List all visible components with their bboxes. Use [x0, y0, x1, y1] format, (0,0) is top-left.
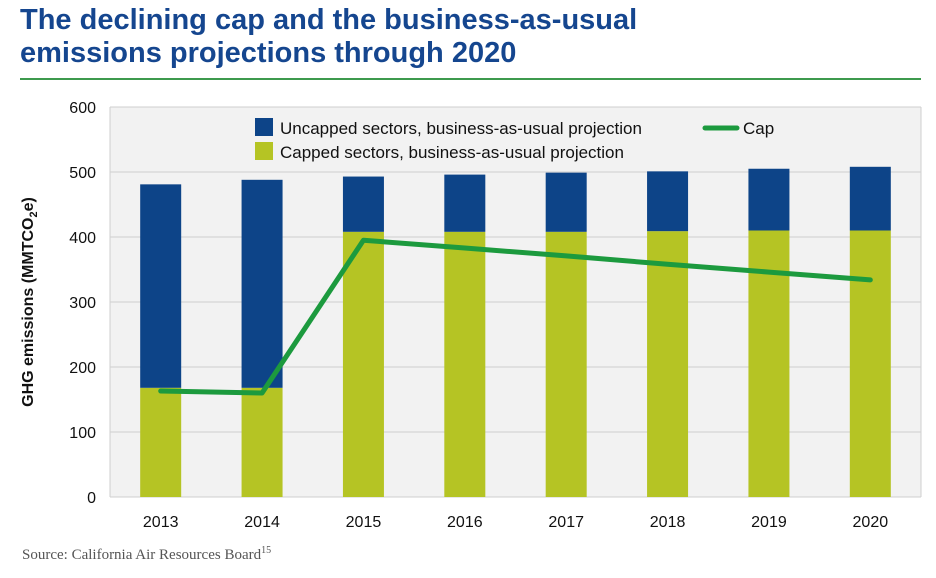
y-tick-label-300: 300 [69, 295, 96, 312]
y-axis-label-text: GHG emissions (MMTCO [19, 217, 37, 407]
chart-title-line-1: The declining cap and the business-as-us… [20, 4, 638, 36]
bar-uncapped-2017 [545, 172, 587, 232]
bar-capped-2018 [647, 231, 689, 497]
chart-title: The declining cap and the business-as-us… [20, 4, 920, 70]
y-axis-label: GHG emissions (MMTCO2e) [20, 197, 40, 407]
bar-capped-2015 [342, 231, 384, 498]
x-tick-label-2015: 2015 [346, 514, 382, 531]
y-tick-label-500: 500 [69, 165, 96, 182]
bar-capped-2016 [444, 231, 486, 498]
bar-capped-2017 [545, 231, 587, 498]
y-axis-label-subscript: 2 [28, 211, 41, 218]
x-tick-label-2014: 2014 [244, 514, 280, 531]
bar-capped-2013 [140, 387, 182, 497]
x-tick-label-2013: 2013 [143, 514, 179, 531]
y-axis-label-suffix: e) [19, 197, 37, 212]
legend-label-uncapped-sectors-business-as-usual-projection: Uncapped sectors, business-as-usual proj… [280, 119, 642, 138]
source-footnote-marker: 15 [261, 545, 272, 556]
bar-capped-2014 [241, 387, 283, 497]
bar-uncapped-2018 [647, 171, 689, 232]
y-tick-label-200: 200 [69, 360, 96, 377]
y-tick-label-600: 600 [69, 100, 96, 117]
bar-uncapped-2020 [849, 166, 891, 231]
legend-label-capped-sectors-business-as-usual-projection: Capped sectors, business-as-usual projec… [280, 143, 624, 162]
source-text: Source: California Air Resources Board [22, 547, 262, 563]
x-tick-label-2018: 2018 [650, 514, 686, 531]
bar-uncapped-2014 [241, 179, 283, 388]
cap-line [158, 237, 873, 396]
source-note: Source: California Air Resources Board15 [22, 545, 271, 564]
x-tick-label-2020: 2020 [853, 514, 889, 531]
legend-label-cap: Cap [743, 119, 774, 138]
bar-uncapped-2016 [444, 174, 486, 232]
bar-uncapped-2019 [748, 168, 790, 231]
bar-capped-2020 [849, 230, 891, 497]
y-tick-label-400: 400 [69, 230, 96, 247]
bar-uncapped-2015 [342, 176, 384, 232]
x-tick-label-2016: 2016 [447, 514, 483, 531]
y-tick-label-0: 0 [87, 490, 96, 507]
x-tick-label-2019: 2019 [751, 514, 787, 531]
title-divider [20, 78, 921, 80]
bar-uncapped-2013 [140, 184, 182, 388]
x-tick-label-2017: 2017 [548, 514, 584, 531]
legend-swatch-uncapped-sectors-business-as-usual-projection [255, 118, 273, 136]
chart-title-line-2: emissions projections through 2020 [20, 37, 517, 69]
legend-swatch-capped-sectors-business-as-usual-projection [255, 142, 273, 160]
y-tick-label-100: 100 [69, 425, 96, 442]
